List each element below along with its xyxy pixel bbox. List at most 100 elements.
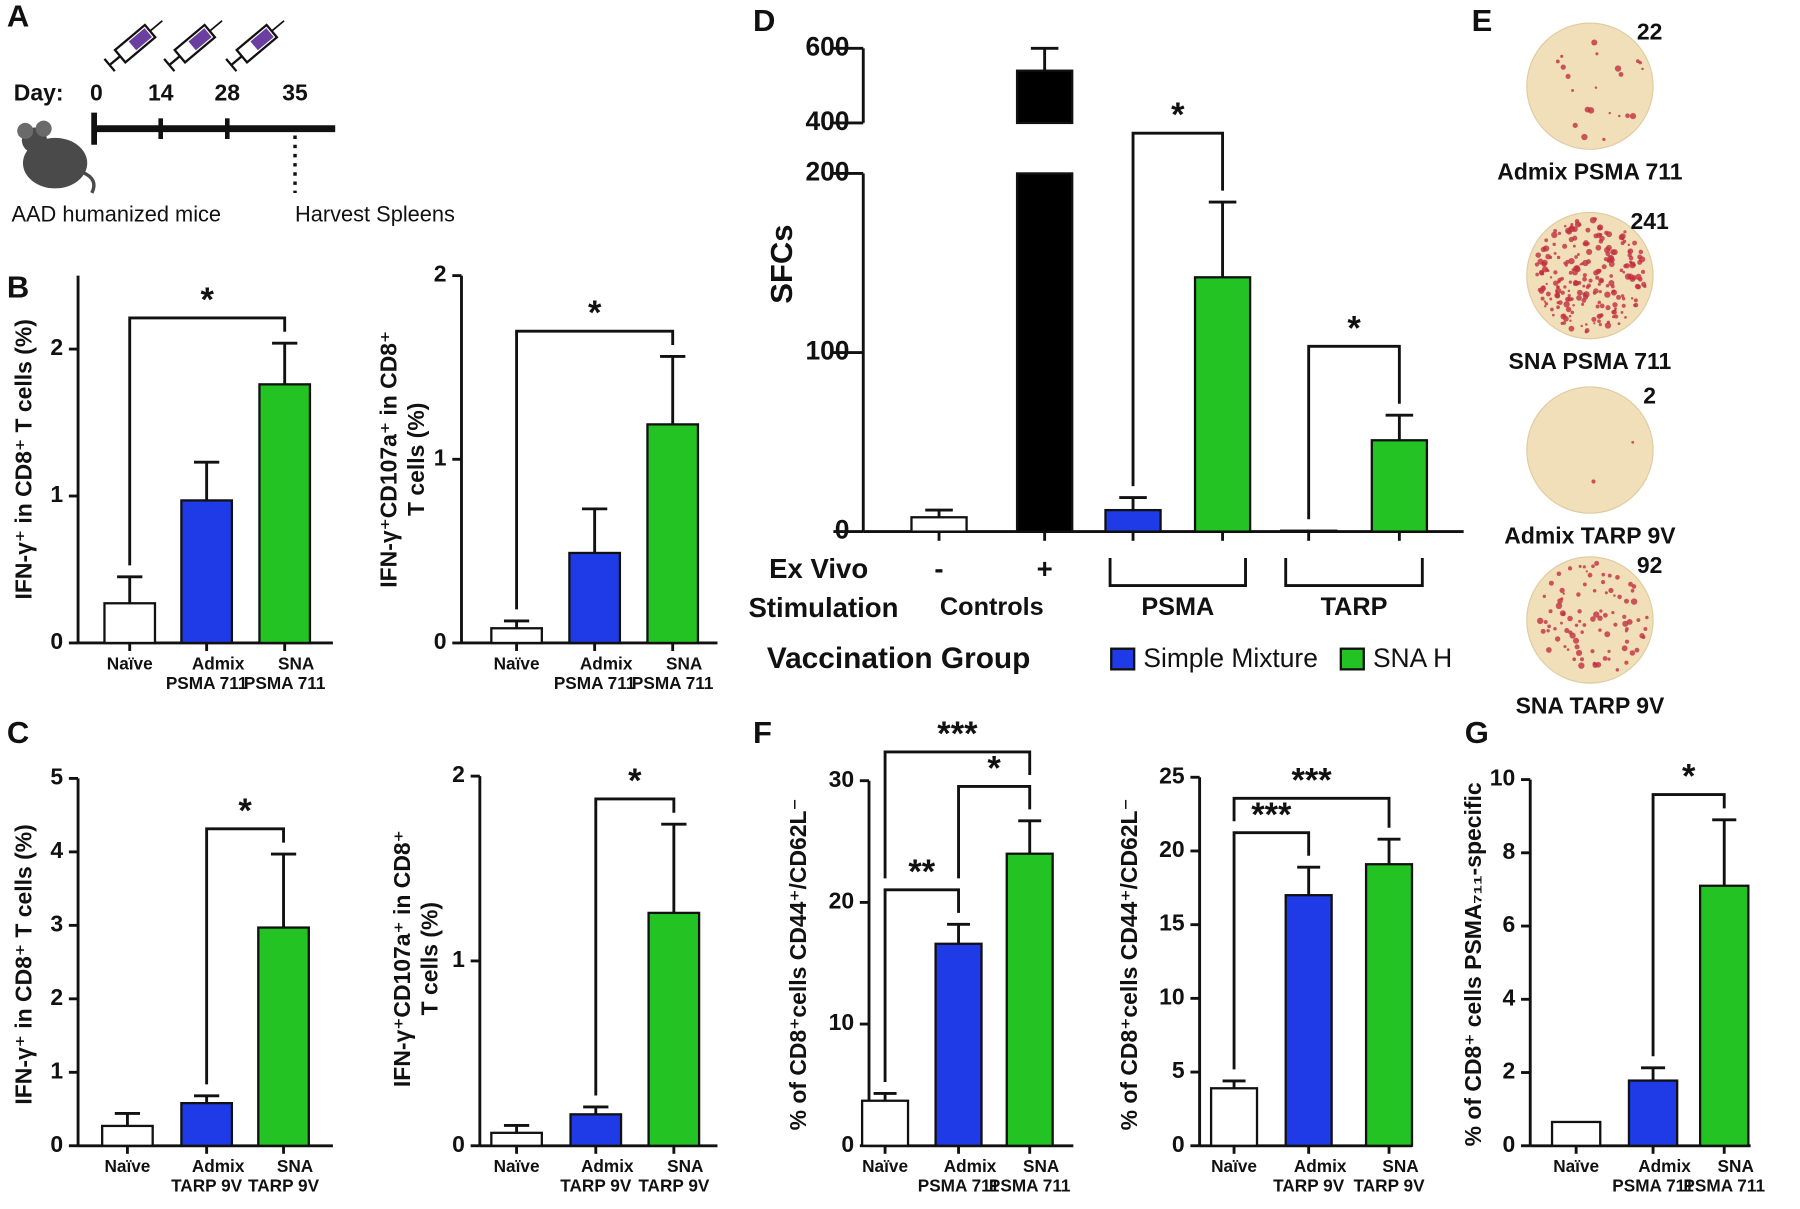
elispot-spot <box>1541 285 1546 290</box>
y-tick-label: 1 <box>434 444 447 470</box>
error-bar <box>270 852 297 928</box>
elispot-spot <box>1604 322 1612 329</box>
elispot-spot <box>1617 322 1621 326</box>
elispot-spot <box>1552 313 1555 317</box>
bar <box>180 1102 234 1147</box>
elispot-spot <box>1591 479 1596 484</box>
y-axis-label: IFN-γ⁺CD107a⁺ in CD8⁺ <box>375 331 401 588</box>
elispot-spot <box>1562 592 1565 595</box>
elispot-spot <box>1535 252 1541 258</box>
elispot-spot <box>1619 268 1624 273</box>
x-tick-label: Naïve <box>107 653 153 673</box>
elispot-spot <box>1566 648 1570 651</box>
error-bar <box>272 341 298 385</box>
day-label: Day: <box>14 79 64 105</box>
elispot-spot <box>1536 617 1544 625</box>
x-tick-label: Admix <box>944 1156 997 1176</box>
elispot-spot <box>1550 307 1554 312</box>
elispot-spot <box>1625 113 1630 119</box>
elispot-spot <box>1543 300 1547 303</box>
legend-title: Vaccination Group <box>767 642 1031 675</box>
x-tick-label: PSMA 711 <box>918 1176 1000 1196</box>
elispot-spot <box>1585 227 1591 233</box>
bar <box>103 602 157 645</box>
x-tick-label: Naïve <box>1211 1156 1257 1176</box>
plate-count: 22 <box>1637 18 1663 44</box>
elispot-spot <box>1630 598 1638 605</box>
elispot-spot <box>1559 610 1566 617</box>
elispot-spot <box>1556 305 1560 310</box>
elispot-spot <box>1568 257 1575 265</box>
elispot-spot <box>1560 321 1564 325</box>
elispot-spot <box>1611 611 1615 615</box>
timeline <box>91 112 336 193</box>
elispot-spot <box>1618 71 1624 77</box>
bar <box>1015 172 1074 533</box>
panel-label: C <box>7 715 29 750</box>
elispot-spot <box>1627 252 1632 258</box>
bar <box>1550 1120 1602 1147</box>
elispot-spot <box>1586 248 1593 255</box>
elispot-spot <box>1589 216 1597 224</box>
elispot-spot <box>1605 251 1611 257</box>
elispot-spot <box>1591 39 1598 46</box>
elispot-spot <box>1568 270 1573 275</box>
elispot-spot <box>1595 275 1600 280</box>
y-tick-label: 3 <box>50 910 63 936</box>
y-tick-label: 20 <box>829 887 855 913</box>
significance-bracket <box>883 888 960 1082</box>
elispot-spot <box>1608 587 1614 594</box>
elispot-spot <box>1628 276 1632 280</box>
legend-swatch <box>1110 647 1136 671</box>
y-axis-label: IFN-γ⁺CD107a⁺ in CD8⁺ <box>389 830 415 1087</box>
elispot-spot <box>1545 282 1548 286</box>
elispot-spot <box>1608 111 1611 115</box>
elispot-spot <box>1543 305 1547 308</box>
elispot-spot <box>1572 244 1576 248</box>
elispot-spot <box>1632 240 1638 246</box>
y-tick-label: 2 <box>50 984 63 1010</box>
elispot-spot <box>1615 668 1620 672</box>
elispot-spot <box>1549 276 1553 279</box>
elispot-spot <box>1546 647 1552 653</box>
y-tick-label: 2 <box>434 261 447 287</box>
elispot-well <box>1526 386 1654 514</box>
bar <box>258 383 312 645</box>
x-tick-label: Admix <box>1638 1156 1691 1176</box>
panel-label: G <box>1465 715 1489 750</box>
error-bar <box>1208 200 1237 278</box>
elispot-spot <box>1595 52 1599 56</box>
elispot-spot <box>1600 580 1606 585</box>
elispot-spot <box>1568 630 1573 635</box>
elispot-spot <box>1552 280 1559 286</box>
elispot-spot <box>1599 235 1605 242</box>
elispot-spot <box>1598 290 1602 294</box>
elispot-spot <box>1591 316 1597 322</box>
significance-label: * <box>628 762 642 800</box>
bar <box>257 926 310 1147</box>
elispot-spot <box>1567 615 1573 622</box>
elispot-spot <box>1629 262 1636 269</box>
significance-label: * <box>1682 758 1696 796</box>
elispot-spot <box>1622 614 1627 619</box>
elispot-spot <box>1598 313 1603 318</box>
elispot-spot <box>1563 301 1570 308</box>
elispot-spot <box>1565 73 1571 79</box>
panel-label: B <box>7 270 29 305</box>
legend-label: SNA H <box>1373 643 1452 673</box>
y-tick-label: 0 <box>835 515 850 545</box>
elispot-spot <box>1592 291 1597 295</box>
significance-label: * <box>588 294 602 332</box>
x-tick-label: Admix <box>192 1156 245 1176</box>
elispot-spot <box>1604 591 1608 595</box>
elispot-spot <box>1560 290 1565 295</box>
error-bar <box>194 460 220 501</box>
elispot-spot <box>1549 255 1553 260</box>
elispot-spot <box>1551 231 1558 239</box>
elispot-spot <box>1584 328 1590 333</box>
elispot-spot <box>1556 571 1562 577</box>
x-tick-label: Admix <box>1294 1156 1347 1176</box>
significance-label: * <box>987 749 1001 787</box>
elispot-spot <box>1594 86 1598 89</box>
